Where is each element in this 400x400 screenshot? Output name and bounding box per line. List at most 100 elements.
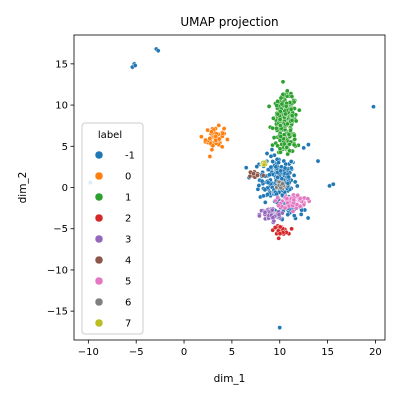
- y-tick-label: −5: [53, 224, 68, 235]
- legend: label -1 0 1 2 3 4 5 6 7: [81, 122, 144, 335]
- series-1: [266, 79, 302, 157]
- data-point: [275, 195, 280, 201]
- data-point: [294, 183, 300, 189]
- data-point: [207, 136, 213, 141]
- y-tick-label: −15: [47, 307, 68, 318]
- y-tick-label: 0: [62, 183, 68, 194]
- legend-title: label: [98, 130, 122, 141]
- data-point: [209, 129, 214, 135]
- data-point: [213, 137, 218, 143]
- data-point: [269, 147, 275, 152]
- data-point: [221, 126, 227, 131]
- legend-entry-0: 0: [94, 171, 131, 183]
- x-axis-label: dim_1: [214, 373, 246, 385]
- data-point: [251, 171, 256, 176]
- legend-label: 7: [125, 319, 131, 330]
- legend-marker: [94, 276, 104, 286]
- data-point: [277, 123, 283, 128]
- data-point: [301, 145, 307, 151]
- data-point: [216, 123, 222, 128]
- legend-entry-4: 4: [94, 256, 131, 267]
- data-point: [265, 192, 270, 197]
- data-point: [280, 92, 286, 97]
- data-point: [284, 88, 290, 94]
- data-point: [219, 144, 225, 150]
- data-point: [282, 205, 288, 211]
- legend-marker: [94, 171, 104, 181]
- data-point: [155, 48, 161, 54]
- data-point: [293, 118, 299, 124]
- data-point: [285, 121, 290, 127]
- data-point: [371, 104, 376, 109]
- series-2: [270, 223, 294, 241]
- data-point: [277, 325, 283, 330]
- data-point: [276, 235, 282, 241]
- data-point: [297, 196, 303, 201]
- data-point: [272, 225, 278, 230]
- data-point: [257, 213, 262, 219]
- data-point: [285, 151, 291, 157]
- data-point: [306, 142, 311, 147]
- legend-marker: [94, 234, 104, 244]
- scatter-points: [88, 46, 376, 330]
- data-point: [295, 192, 301, 198]
- x-tick-label: 10: [273, 347, 286, 358]
- data-point: [262, 210, 268, 215]
- legend-label: 6: [125, 298, 131, 309]
- data-point: [277, 117, 283, 122]
- legend-label: 4: [125, 256, 131, 267]
- legend-entry--1: -1: [94, 150, 135, 162]
- data-point: [290, 209, 296, 214]
- legend-marker: [94, 297, 104, 307]
- data-point: [305, 215, 311, 221]
- data-point: [280, 181, 286, 186]
- data-point: [315, 158, 321, 164]
- x-tick-label: 20: [369, 347, 382, 358]
- legend-label: 2: [125, 214, 131, 225]
- data-point: [288, 128, 293, 133]
- data-point: [132, 63, 138, 68]
- data-point: [270, 159, 276, 164]
- data-point: [305, 196, 311, 202]
- data-point: [275, 175, 280, 180]
- data-point: [284, 196, 290, 201]
- data-point: [265, 180, 271, 185]
- data-point: [297, 203, 303, 209]
- data-point: [255, 173, 260, 178]
- data-point: [289, 113, 295, 118]
- data-point: [243, 165, 249, 170]
- x-tick-label: 15: [321, 347, 334, 358]
- data-point: [205, 127, 210, 133]
- data-point: [288, 107, 294, 112]
- y-axis-label: dim_2: [17, 172, 29, 204]
- data-point: [291, 142, 297, 148]
- data-point: [262, 200, 268, 205]
- series-0: [199, 123, 230, 159]
- data-point: [225, 137, 230, 142]
- data-point: [260, 173, 266, 178]
- data-point: [220, 131, 226, 136]
- data-point: [327, 183, 332, 189]
- data-point: [266, 104, 272, 109]
- data-point: [291, 173, 297, 178]
- y-tick-label: 15: [55, 59, 68, 70]
- data-point: [275, 111, 281, 117]
- data-point: [282, 165, 288, 171]
- data-point: [284, 145, 290, 150]
- data-point: [289, 94, 295, 99]
- legend-entry-7: 7: [94, 319, 131, 330]
- data-point: [277, 146, 283, 151]
- legend-marker: [94, 192, 104, 202]
- data-point: [286, 131, 292, 137]
- x-tick-label: 5: [229, 347, 235, 358]
- data-point: [247, 173, 253, 179]
- data-point: [274, 125, 279, 131]
- y-tick-label: −10: [47, 265, 68, 276]
- chart-title: UMAP projection: [180, 15, 278, 29]
- data-point: [254, 164, 260, 169]
- legend-marker: [94, 150, 104, 160]
- data-point: [276, 160, 281, 165]
